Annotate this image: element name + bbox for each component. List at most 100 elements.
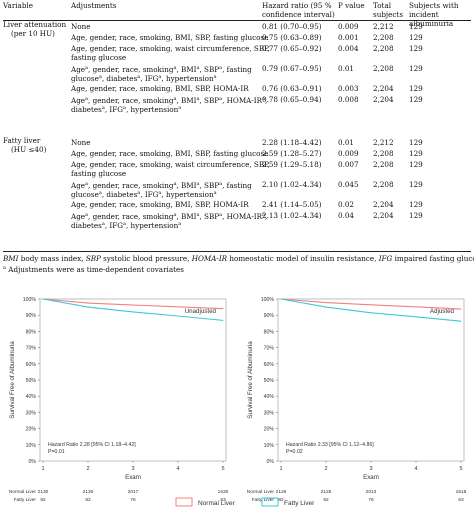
total-subjects-cell: 2,212: [373, 138, 394, 147]
header-adjustments: Adjustments: [71, 1, 117, 10]
p-value-cell: 0.008: [338, 95, 359, 104]
data-point: [280, 298, 282, 300]
total-subjects-cell: 2,208: [373, 180, 394, 189]
header-variable: Variable: [3, 1, 33, 10]
y-tick-label: 100%: [261, 297, 275, 303]
header-hazard-ratio: Hazard ratio (95 % confidence interval): [262, 1, 335, 19]
incident-cell: 129: [409, 149, 423, 158]
p-value-cell: 0.004: [338, 44, 359, 53]
incident-cell: 129: [409, 33, 423, 42]
total-subjects-cell: 2,208: [373, 33, 394, 42]
incident-cell: 129: [409, 44, 423, 53]
risk-table-count: 2130: [83, 489, 94, 495]
y-tick-label: 20%: [264, 427, 275, 433]
data-point: [222, 308, 224, 310]
adjustment-text: Agea, gender, race, smokinga, BMIa, SBPa…: [71, 96, 268, 105]
risk-table-count: 1618: [456, 489, 467, 495]
risk-table-label: Fatty Liver: [14, 497, 37, 503]
adjustment-text: Age, gender, race, smoking, BMI, SBP, HO…: [71, 200, 249, 209]
plot-frame: [39, 298, 227, 462]
chart-title: Unadjusted: [185, 308, 217, 315]
group-label-line2: (HU ≤40): [11, 145, 47, 154]
y-tick-label: 100%: [23, 297, 37, 303]
total-subjects-cell: 2,208: [373, 64, 394, 73]
risk-table-count: 2130: [38, 489, 49, 495]
adjustment-text-continued: fasting glucose: [71, 52, 127, 62]
data-point: [177, 315, 179, 317]
adjustment-text-continued: fasting glucose: [71, 168, 127, 178]
adjustment-text: Age, gender, race, smoking, BMI, SBP, HO…: [71, 84, 249, 93]
hazard-ratio-cell: 0.75 (0.63–0.89): [262, 33, 322, 42]
risk-table-count: 1630: [218, 489, 229, 495]
y-tick-label: 10%: [264, 443, 275, 449]
y-tick-label: 80%: [264, 329, 275, 335]
chart-unadjusted: 0% 10% 20% 30% 40% 50% 60% 70% 80% 90% 100% 1 2 3 4 5 Ex…: [2, 284, 234, 509]
legend-fatty-swatch: [261, 497, 279, 507]
header-hr-line1: Hazard ratio (95 %: [262, 1, 332, 10]
y-tick-label: 60%: [26, 362, 37, 368]
y-axis-label: Survival Free of Albuminuria: [9, 341, 16, 419]
table-bottom-rule: [3, 251, 471, 252]
y-tick-label: 30%: [26, 410, 37, 416]
risk-table-count: 82: [323, 497, 329, 503]
risk-table-label: Fatty Liver: [252, 497, 275, 503]
data-point: [132, 311, 134, 313]
data-point: [370, 304, 372, 306]
legend-normal-label: Normal Liver: [198, 500, 236, 507]
y-tick-label: 80%: [26, 329, 37, 335]
adjustment-text: Agea, gender, race, smokinga, BMIa, SBPa…: [71, 212, 268, 221]
x-axis-label: Exam: [363, 474, 379, 481]
incident-cell: 129: [409, 22, 423, 31]
data-point: [222, 319, 224, 321]
risk-table-label: Normal Liver: [9, 489, 37, 495]
data-point: [87, 306, 89, 308]
km-chart-unadjusted: 0% 10% 20% 30% 40% 50% 60% 70% 80% 90% 100% 1 2 3 4 5 Ex…: [9, 297, 229, 503]
total-subjects-cell: 2,208: [373, 149, 394, 158]
risk-table-count: 2013: [366, 489, 377, 495]
p-value-cell: 0.003: [338, 84, 359, 93]
risk-table-count: 2126: [276, 489, 287, 495]
p-value-cell: 0.04: [338, 211, 355, 220]
data-point: [370, 312, 372, 314]
x-tick-label: 4: [414, 466, 417, 472]
risk-table-count: 2126: [321, 489, 332, 495]
x-tick-label: 3: [131, 466, 134, 472]
adjustment-text: Age, gender, race, smoking, waist circum…: [71, 160, 270, 169]
group-label-line1: Liver attenuation: [3, 20, 67, 29]
x-tick-label: 5: [459, 466, 462, 472]
p-value-cell: 0.01: [338, 138, 355, 147]
adjustment-text-continued: glucosea, diabetesa, IFGa, hypertensiona: [71, 189, 217, 199]
p-value-annotation: P=0.02: [286, 449, 303, 455]
group-label-line1: Fatty liver: [3, 136, 41, 145]
x-tick-label: 2: [86, 466, 89, 472]
header-inc-line1: Subjects with: [409, 1, 459, 10]
y-tick-label: 20%: [26, 427, 37, 433]
adjustment-text: None: [71, 138, 91, 147]
total-subjects-cell: 2,204: [373, 84, 394, 93]
adjustment-text-continued: diabetesa, IFGa, hypertensiona: [71, 220, 182, 230]
risk-table-count: 76: [368, 497, 374, 503]
y-tick-label: 10%: [26, 443, 37, 449]
hazard-ratio-cell: 2.13 (1.02–4.34): [262, 211, 322, 220]
y-tick-label: 90%: [26, 313, 37, 319]
y-tick-label: 30%: [264, 410, 275, 416]
risk-table-count: 82: [85, 497, 91, 503]
hazard-ratio-cell: 2.10 (1.02–4.34): [262, 180, 322, 189]
p-value-cell: 0.01: [338, 64, 355, 73]
p-value-cell: 0.009: [338, 22, 359, 31]
adjustment-text: Age, gender, race, smoking, BMI, SBP, fa…: [71, 33, 269, 42]
x-tick-label: 3: [369, 466, 372, 472]
legend-normal-swatch: [175, 497, 193, 507]
group-label-line2: (per 10 HU): [11, 29, 55, 38]
header-hr-line2: confidence interval): [262, 10, 335, 19]
y-tick-label: 0%: [29, 459, 37, 465]
y-tick-label: 0%: [267, 459, 275, 465]
hazard-ratio-cell: 0.81 (0.70–0.95): [262, 22, 322, 31]
hazard-ratio-cell: 0.77 (0.65–0.92): [262, 44, 322, 53]
hazard-ratio-annotation: Hazard Ratio 2.33 [95% CI 1.12–4.86]: [286, 442, 374, 448]
total-subjects-cell: 2,208: [373, 160, 394, 169]
hazard-ratio-cell: 2.59 (1.28–5.27): [262, 149, 322, 158]
data-point: [415, 306, 417, 308]
risk-table-count: 82: [278, 497, 284, 503]
data-point: [325, 306, 327, 308]
